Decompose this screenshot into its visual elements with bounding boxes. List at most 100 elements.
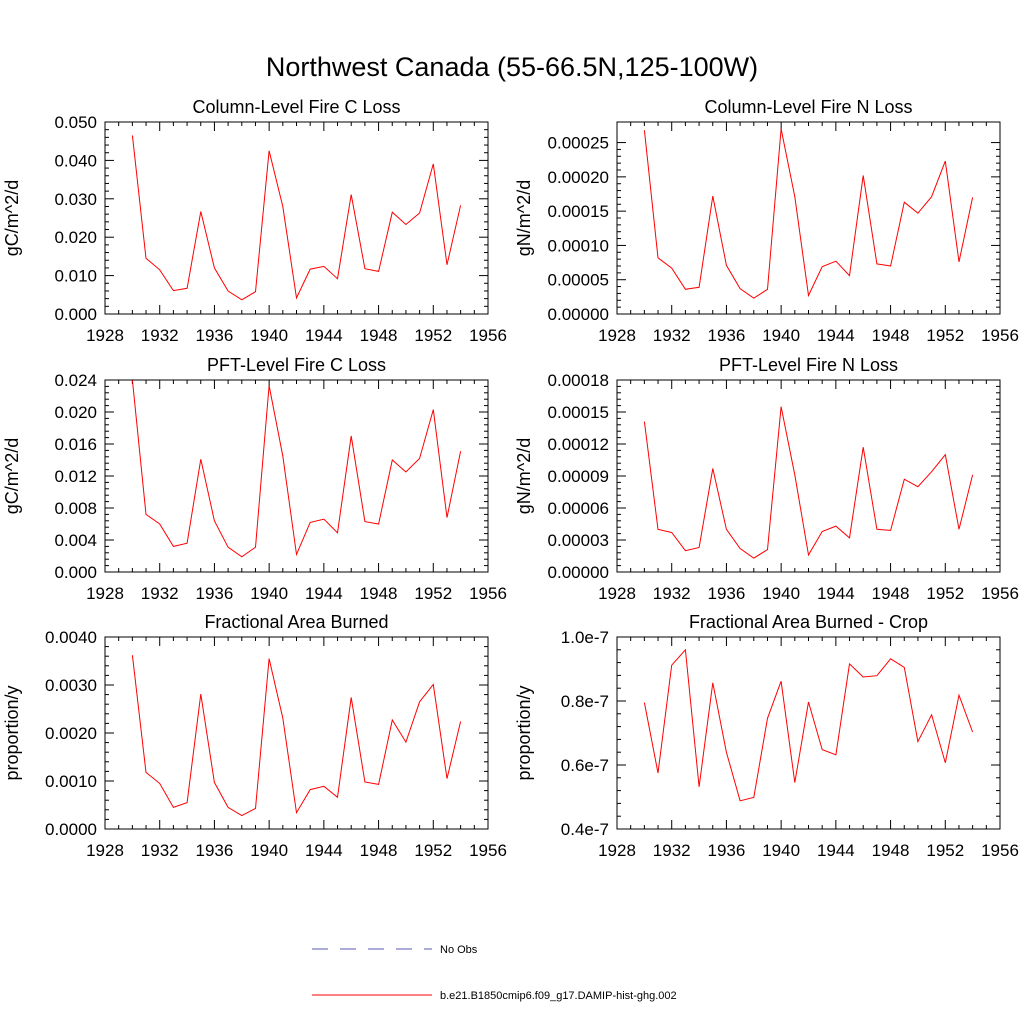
panel-title: PFT-Level Fire C Loss bbox=[207, 355, 386, 375]
y-tick-label: 0.00003 bbox=[548, 531, 609, 550]
y-tick-label: 0.004 bbox=[54, 531, 97, 550]
y-tick-label: 0.00018 bbox=[548, 371, 609, 390]
chart-panels: 1928 1932 1936 1940 1944 1948 1952 1956 0.000 0.0… bbox=[2, 97, 1019, 860]
panel-title: PFT-Level Fire N Loss bbox=[719, 355, 898, 375]
y-tick-label: 0.00000 bbox=[548, 563, 609, 582]
x-tick-label: 1956 bbox=[981, 841, 1019, 860]
x-tick-label: 1928 bbox=[86, 841, 124, 860]
y-tick-label: 0.00010 bbox=[548, 236, 609, 255]
y-tick-label: 0.00015 bbox=[548, 403, 609, 422]
legend-label-model-run: b.e21.B1850cmip6.f09_g17.DAMIP-hist-ghg.… bbox=[440, 990, 677, 1002]
y-axis-label: proportion/y bbox=[514, 685, 534, 780]
x-tick-label: 1932 bbox=[653, 584, 691, 603]
panel-title: Fractional Area Burned bbox=[204, 612, 388, 632]
y-tick-label: 0.0040 bbox=[45, 628, 97, 647]
panel-title: Column-Level Fire C Loss bbox=[192, 97, 400, 117]
x-tick-label: 1956 bbox=[469, 841, 507, 860]
x-tick-label: 1944 bbox=[817, 584, 855, 603]
x-tick-label: 1948 bbox=[872, 841, 910, 860]
panel-title: Column-Level Fire N Loss bbox=[704, 97, 912, 117]
y-axis-label: gN/m^2/d bbox=[514, 438, 534, 514]
chart-panel-3: 1928 1932 1936 1940 1944 1948 1952 1956 0.000 0.0… bbox=[2, 355, 507, 603]
x-tick-label: 1936 bbox=[708, 326, 746, 345]
x-tick-label: 1948 bbox=[360, 326, 398, 345]
x-tick-label: 1944 bbox=[305, 584, 343, 603]
y-tick-label: 0.00020 bbox=[548, 168, 609, 187]
x-tick-label: 1948 bbox=[360, 584, 398, 603]
x-tick-label: 1928 bbox=[598, 841, 636, 860]
x-tick-label: 1944 bbox=[817, 841, 855, 860]
y-axis-label: proportion/y bbox=[2, 685, 22, 780]
x-tick-label: 1932 bbox=[653, 841, 691, 860]
x-tick-label: 1936 bbox=[196, 841, 234, 860]
x-tick-label: 1936 bbox=[196, 326, 234, 345]
y-tick-label: 0.040 bbox=[54, 151, 97, 170]
x-tick-label: 1940 bbox=[250, 584, 288, 603]
x-tick-label: 1952 bbox=[414, 584, 452, 603]
y-tick-label: 0.000 bbox=[54, 563, 97, 582]
y-tick-label: 0.00006 bbox=[548, 499, 609, 518]
plot-frame bbox=[104, 636, 489, 830]
x-tick-label: 1932 bbox=[653, 326, 691, 345]
x-tick-label: 1940 bbox=[762, 326, 800, 345]
y-tick-label: 0.00000 bbox=[548, 305, 609, 324]
y-tick-label: 0.012 bbox=[54, 467, 97, 486]
y-tick-label: 0.008 bbox=[54, 499, 97, 518]
x-tick-label: 1948 bbox=[360, 841, 398, 860]
chart-panel-5: 1928 1932 1936 1940 1944 1948 1952 1956 0.0000 0.… bbox=[2, 612, 507, 860]
y-tick-label: 0.0000 bbox=[45, 820, 97, 839]
y-tick-label: 0.00015 bbox=[548, 202, 609, 221]
x-tick-label: 1944 bbox=[817, 326, 855, 345]
x-tick-label: 1928 bbox=[598, 326, 636, 345]
panel-title: Fractional Area Burned - Crop bbox=[689, 612, 928, 632]
x-tick-label: 1940 bbox=[250, 841, 288, 860]
y-tick-label: 0.000 bbox=[54, 305, 97, 324]
y-axis-label: gN/m^2/d bbox=[514, 180, 534, 256]
y-tick-label: 0.016 bbox=[54, 435, 97, 454]
y-tick-label: 0.020 bbox=[54, 228, 97, 247]
x-tick-label: 1940 bbox=[762, 841, 800, 860]
x-tick-label: 1928 bbox=[86, 326, 124, 345]
series-line bbox=[131, 135, 462, 301]
x-tick-label: 1944 bbox=[305, 841, 343, 860]
x-tick-label: 1952 bbox=[926, 584, 964, 603]
y-tick-label: 0.00012 bbox=[548, 435, 609, 454]
y-tick-label: 0.0010 bbox=[45, 772, 97, 791]
x-tick-label: 1936 bbox=[708, 584, 746, 603]
x-tick-label: 1948 bbox=[872, 584, 910, 603]
y-tick-label: 0.010 bbox=[54, 267, 97, 286]
y-tick-label: 0.6e-7 bbox=[561, 756, 609, 775]
x-tick-label: 1956 bbox=[981, 584, 1019, 603]
x-tick-label: 1948 bbox=[872, 326, 910, 345]
x-tick-label: 1932 bbox=[141, 326, 179, 345]
chart-panel-1: 1928 1932 1936 1940 1944 1948 1952 1956 0.000 0.0… bbox=[2, 97, 507, 345]
x-tick-label: 1952 bbox=[926, 841, 964, 860]
series-line bbox=[131, 655, 462, 817]
figure-title: Northwest Canada (55-66.5N,125-100W) bbox=[266, 52, 758, 82]
y-tick-label: 0.00025 bbox=[548, 134, 609, 153]
y-tick-label: 0.030 bbox=[54, 190, 97, 209]
plot-frame bbox=[104, 121, 489, 315]
y-tick-label: 0.4e-7 bbox=[561, 820, 609, 839]
plot-frame bbox=[616, 636, 1001, 830]
y-tick-label: 1.0e-7 bbox=[561, 628, 609, 647]
series-line bbox=[131, 380, 462, 558]
x-tick-label: 1952 bbox=[926, 326, 964, 345]
chart-panel-6: 1928 1932 1936 1940 1944 1948 1952 1956 0.4e-7 0.… bbox=[514, 612, 1019, 860]
x-tick-label: 1940 bbox=[762, 584, 800, 603]
y-tick-label: 0.050 bbox=[54, 113, 97, 132]
x-tick-label: 1932 bbox=[141, 584, 179, 603]
plot-frame bbox=[104, 379, 489, 573]
series-line bbox=[643, 128, 974, 299]
y-tick-label: 0.00005 bbox=[548, 271, 609, 290]
y-tick-label: 0.0030 bbox=[45, 676, 97, 695]
legend-label-no-obs: No Obs bbox=[440, 944, 478, 956]
x-tick-label: 1952 bbox=[414, 326, 452, 345]
x-tick-label: 1932 bbox=[141, 841, 179, 860]
y-tick-label: 0.020 bbox=[54, 403, 97, 422]
x-tick-label: 1936 bbox=[196, 584, 234, 603]
y-axis-label: gC/m^2/d bbox=[2, 438, 22, 514]
series-line bbox=[643, 406, 974, 559]
x-tick-label: 1956 bbox=[981, 326, 1019, 345]
